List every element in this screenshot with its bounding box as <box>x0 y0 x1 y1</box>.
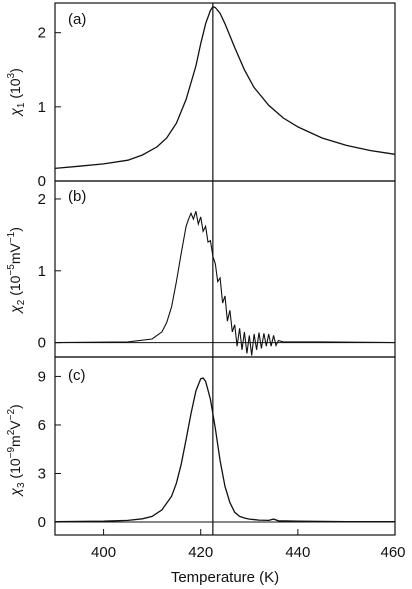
y-label-text: (10 <box>7 78 23 102</box>
y-tick-label: 0 <box>38 335 46 352</box>
x-axis-label: Temperature (K) <box>171 569 279 586</box>
y-label-exponent-2: 2 <box>6 429 17 435</box>
x-tick-label: 420 <box>188 544 213 561</box>
y-label-unit: mV <box>7 243 23 265</box>
y-label-unit-2: V <box>7 420 23 430</box>
y-label-subscript: 3 <box>16 482 27 488</box>
y-label-close: ) <box>7 404 23 409</box>
x-tick-label: 400 <box>91 544 116 561</box>
panel-label: (b) <box>68 188 86 205</box>
plot-frame <box>54 2 396 182</box>
y-label-exponent-2: −1 <box>6 231 17 243</box>
y-tick-label: 0 <box>38 173 46 190</box>
y-tick-label: 1 <box>38 263 46 280</box>
y-tick-label: 6 <box>38 417 46 434</box>
y-axis-label: χ3 (10−9m2V−2) <box>6 404 27 497</box>
y-axis: 0 3 6 9 <box>38 368 61 531</box>
plot-frame <box>54 356 396 536</box>
y-label-symbol: χ <box>7 488 23 498</box>
y-tick-label: 2 <box>38 191 46 208</box>
y-label-text: (10 <box>7 275 23 299</box>
series-line <box>54 377 395 523</box>
y-label-exponent-3: −2 <box>6 409 17 421</box>
panel-a: (a) 012 χ1 (103) <box>6 2 396 190</box>
series-line <box>54 211 396 356</box>
y-tick-label: 2 <box>38 25 46 42</box>
y-label-exponent: 3 <box>6 72 17 78</box>
y-label-exponent: −9 <box>6 447 17 459</box>
y-label-symbol: χ <box>7 108 23 118</box>
y-axis-label: χ1 (103) <box>6 68 27 118</box>
y-label-subscript: 2 <box>16 299 27 305</box>
panel-label: (c) <box>68 367 86 384</box>
y-axis: 0 1 2 <box>38 191 61 352</box>
y-label-text: (10 <box>7 458 23 482</box>
series-line <box>54 5 396 170</box>
panel-label: (a) <box>68 11 86 28</box>
panel-b: (b) 012 χ2 (10−5mV−1) <box>6 180 396 358</box>
x-tick-label: 460 <box>380 544 405 561</box>
x-tick-label: 440 <box>285 544 310 561</box>
y-label-close: ) <box>7 227 23 232</box>
y-tick-label: 3 <box>38 466 46 483</box>
x-axis: 400 420 440 460 <box>91 529 406 561</box>
y-label-subscript: 1 <box>16 102 27 108</box>
y-tick-label: 9 <box>38 368 46 385</box>
y-axis: 0 1 2 <box>38 25 61 190</box>
y-label-symbol: χ <box>7 305 23 315</box>
y-label-unit: m <box>7 435 23 447</box>
y-label-close: ) <box>7 68 23 73</box>
y-tick-label: 1 <box>38 99 46 116</box>
y-label-exponent: −5 <box>6 264 17 276</box>
y-tick-label: 0 <box>38 514 46 531</box>
plot-frame <box>54 180 396 358</box>
y-axis-label: χ2 (10−5mV−1) <box>6 227 27 315</box>
